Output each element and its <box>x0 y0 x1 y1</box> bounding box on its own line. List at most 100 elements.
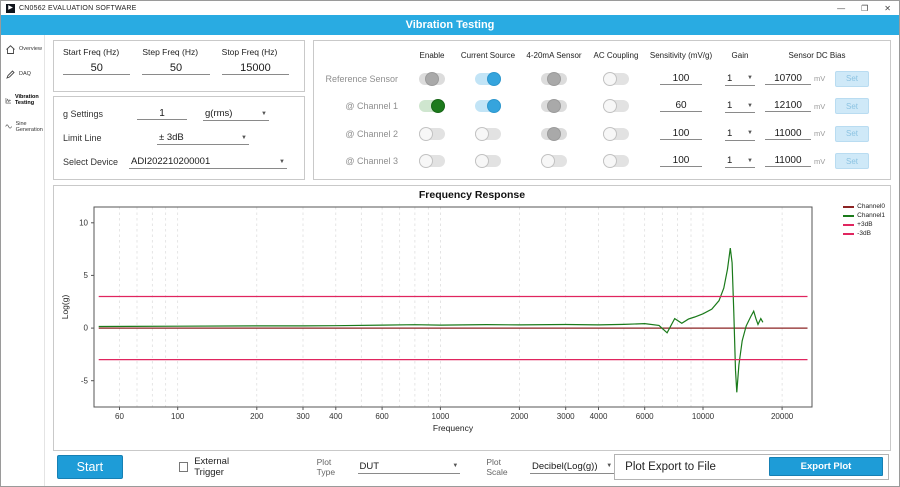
set-button[interactable]: Set <box>835 98 869 115</box>
dc-bias-input[interactable] <box>765 72 811 85</box>
sidebar-item-label: Sine Generation <box>15 120 43 133</box>
app-logo-icon: ▶ <box>6 3 15 13</box>
enable-toggle[interactable] <box>419 71 445 86</box>
sensor-420ma-toggle[interactable] <box>541 99 567 114</box>
gain-select[interactable]: 1 ▼ <box>725 72 755 86</box>
svg-text:6000: 6000 <box>636 412 654 421</box>
gain-select[interactable]: 1 ▼ <box>725 154 755 169</box>
plot-export-title: Plot Export to File <box>625 460 716 473</box>
stop-freq-input[interactable] <box>221 62 290 75</box>
ac-coupling-toggle[interactable] <box>603 154 629 169</box>
frequency-response-plot: -5 0 5 10 60 100 200 300 400 600 1000 2000 3000 4000 6… <box>60 206 813 433</box>
enable-toggle[interactable] <box>419 99 445 114</box>
daq-icon <box>6 70 15 79</box>
vibration-chart-icon <box>5 97 12 104</box>
minimize-button[interactable]: — <box>837 3 846 13</box>
sensitivity-input[interactable] <box>660 100 702 113</box>
plot-type-select[interactable]: DUT ▼ <box>357 460 461 474</box>
enable-toggle[interactable] <box>419 126 445 141</box>
dc-bias-input[interactable] <box>765 127 811 140</box>
stop-freq-label: Stop Freq (Hz) <box>221 47 278 57</box>
toggle-knob <box>425 71 439 86</box>
frequency-response-panel: Frequency Response -5 0 5 10 60 100 200 300 400 6… <box>53 185 891 451</box>
current-source-toggle[interactable] <box>475 154 501 169</box>
limit-line-select[interactable]: ± 3dB ▼ <box>157 131 249 145</box>
svg-text:1000: 1000 <box>432 412 450 421</box>
sidebar-item-vibration-testing[interactable]: Vibration Testing <box>1 93 44 108</box>
sensitivity-input[interactable] <box>660 127 702 140</box>
step-freq-input[interactable] <box>142 62 210 75</box>
sidebar-item-sine-generation[interactable]: Sine Generation <box>1 120 44 135</box>
chevron-down-icon: ▼ <box>747 130 753 137</box>
set-button[interactable]: Set <box>835 125 869 142</box>
gain-select[interactable]: 1 ▼ <box>725 127 755 141</box>
sensitivity-input[interactable] <box>660 155 702 168</box>
svg-text:0: 0 <box>84 324 89 333</box>
external-trigger-checkbox[interactable] <box>178 461 189 472</box>
svg-text:300: 300 <box>296 412 310 421</box>
svg-text:60: 60 <box>115 412 124 421</box>
g-settings-label: g Settings <box>63 109 104 119</box>
current-source-toggle[interactable] <box>475 71 501 86</box>
sensor-420ma-toggle[interactable] <box>541 154 567 169</box>
g-settings-input[interactable] <box>137 108 187 120</box>
current-source-toggle[interactable] <box>475 126 501 141</box>
sidebar-item-overview[interactable]: Overview <box>1 43 44 56</box>
select-device-value: ADI202210200001 <box>131 156 211 167</box>
legend-label: Channel1 <box>857 212 885 219</box>
toggle-knob <box>419 126 433 141</box>
gain-select[interactable]: 1 ▼ <box>725 99 755 114</box>
channel-row-label: @ Channel 2 <box>345 128 398 139</box>
enable-toggle[interactable] <box>419 154 445 169</box>
chevron-down-icon: ▼ <box>747 75 753 82</box>
sensor-420ma-toggle[interactable] <box>541 71 567 86</box>
current-source-toggle[interactable] <box>475 99 501 114</box>
dc-bias-input[interactable] <box>765 155 811 168</box>
ac-coupling-toggle[interactable] <box>603 99 629 114</box>
svg-text:3000: 3000 <box>557 412 575 421</box>
sidebar-item-daq[interactable]: DAQ <box>1 68 44 81</box>
dc-bias-input[interactable] <box>765 100 811 113</box>
toggle-knob <box>475 126 489 141</box>
legend-swatch <box>843 214 855 217</box>
toggle-knob <box>541 154 555 169</box>
window-controls: — ❐ ✕ <box>837 4 891 13</box>
chevron-down-icon: ▼ <box>241 134 247 141</box>
legend-label: Channel0 <box>857 203 885 210</box>
plot-type-value: DUT <box>359 460 380 472</box>
toggle-knob <box>603 99 617 114</box>
column-header-gain: Gain <box>731 50 749 60</box>
start-button[interactable]: Start <box>57 454 123 479</box>
titlebar: ▶ CN0562 EVALUATION SOFTWARE — ❐ ✕ <box>1 1 899 15</box>
svg-text:100: 100 <box>171 412 185 421</box>
step-freq-field: Step Freq (Hz) <box>142 47 215 83</box>
close-button[interactable]: ✕ <box>884 3 891 13</box>
export-plot-button[interactable]: Export Plot <box>769 457 883 476</box>
legend-item: Channel0 <box>843 203 885 210</box>
plot-scale-select[interactable]: Decibel(Log(g)) ▼ <box>530 460 615 474</box>
external-trigger-control[interactable]: External Trigger <box>178 456 257 478</box>
sensor-420ma-toggle[interactable] <box>541 126 567 141</box>
chevron-down-icon: ▼ <box>606 463 613 469</box>
g-units-select[interactable]: g(rms) ▼ <box>203 107 269 121</box>
maximize-button[interactable]: ❐ <box>861 3 869 13</box>
g-units-value: g(rms) <box>205 108 233 119</box>
chevron-down-icon: ▼ <box>452 463 459 469</box>
set-button[interactable]: Set <box>835 153 869 170</box>
ac-coupling-toggle[interactable] <box>603 71 629 86</box>
sensitivity-input[interactable] <box>660 72 702 85</box>
select-device-label: Select Device <box>63 157 119 167</box>
select-device-select[interactable]: ADI202210200001 ▼ <box>129 155 287 169</box>
chevron-down-icon: ▼ <box>747 157 753 164</box>
toggle-knob <box>603 154 617 169</box>
ac-coupling-toggle[interactable] <box>603 126 629 141</box>
channel-row-label: @ Channel 1 <box>345 101 398 112</box>
channel-row-label: @ Channel 3 <box>345 156 398 167</box>
set-button[interactable]: Set <box>835 70 869 87</box>
start-freq-input[interactable] <box>63 62 131 75</box>
svg-text:10000: 10000 <box>692 412 715 421</box>
channel-table-header: Enable Current Source 4-20mA Sensor AC C… <box>320 45 884 65</box>
